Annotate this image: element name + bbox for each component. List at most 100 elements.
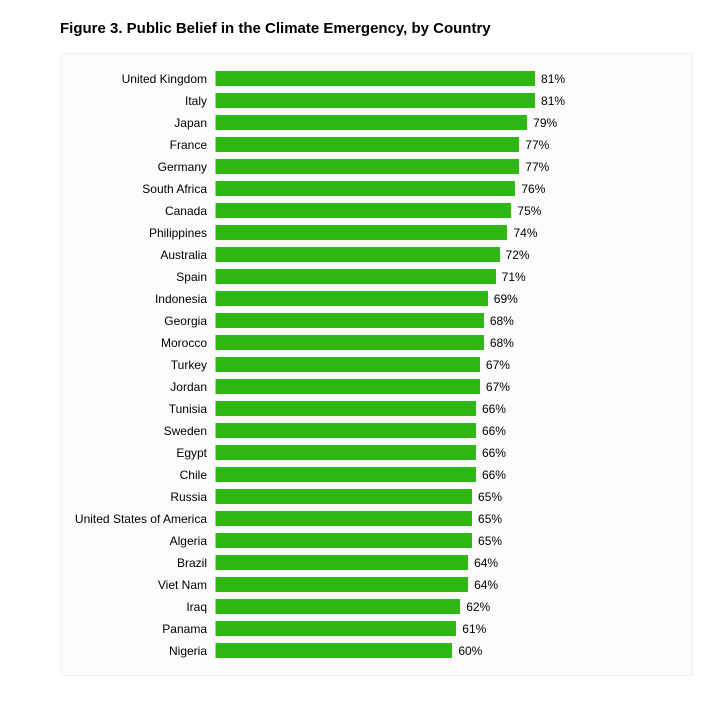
bar-track: 69% [215,291,674,306]
row-value: 75% [517,204,541,218]
chart-row: Sweden66% [71,420,674,441]
row-label: Canada [71,204,215,218]
bar: 81% [216,93,535,108]
row-value: 77% [525,138,549,152]
bar-track: 64% [215,555,674,570]
chart-row: United Kingdom81% [71,68,674,89]
chart-area: United Kingdom81%Italy81%Japan79%France7… [60,53,693,676]
bar-track: 79% [215,115,674,130]
row-value: 61% [462,622,486,636]
row-label: Georgia [71,314,215,328]
row-label: Russia [71,490,215,504]
row-value: 65% [478,512,502,526]
chart-row: Germany77% [71,156,674,177]
bar-track: 60% [215,643,674,658]
bar-track: 61% [215,621,674,636]
bar: 71% [216,269,496,284]
row-label: Turkey [71,358,215,372]
row-value: 77% [525,160,549,174]
bar-track: 72% [215,247,674,262]
row-label: United States of America [71,512,215,526]
bar: 69% [216,291,488,306]
bar: 72% [216,247,500,262]
bar: 66% [216,445,476,460]
row-label: Chile [71,468,215,482]
row-label: Italy [71,94,215,108]
row-label: Morocco [71,336,215,350]
bar-track: 65% [215,533,674,548]
chart-row: Philippines74% [71,222,674,243]
bar: 68% [216,335,484,350]
row-label: Japan [71,116,215,130]
row-value: 65% [478,534,502,548]
row-value: 66% [482,402,506,416]
row-label: Australia [71,248,215,262]
bar: 68% [216,313,484,328]
row-label: Panama [71,622,215,636]
row-value: 76% [521,182,545,196]
bar-track: 66% [215,445,674,460]
bar-track: 76% [215,181,674,196]
row-value: 79% [533,116,557,130]
bar-track: 65% [215,489,674,504]
bar: 64% [216,555,468,570]
row-value: 64% [474,556,498,570]
row-label: Sweden [71,424,215,438]
row-value: 60% [458,644,482,658]
chart-row: Australia72% [71,244,674,265]
bar-track: 74% [215,225,674,240]
bar: 77% [216,137,519,152]
row-label: France [71,138,215,152]
chart-row: Georgia68% [71,310,674,331]
bar: 60% [216,643,452,658]
bar-track: 68% [215,313,674,328]
chart-row: Iraq62% [71,596,674,617]
chart-row: Egypt66% [71,442,674,463]
chart-row: Spain71% [71,266,674,287]
bar: 76% [216,181,515,196]
chart-row: Algeria65% [71,530,674,551]
bar: 77% [216,159,519,174]
row-value: 71% [502,270,526,284]
row-value: 66% [482,424,506,438]
chart-row: Nigeria60% [71,640,674,661]
row-label: Philippines [71,226,215,240]
chart-row: Chile66% [71,464,674,485]
bar: 61% [216,621,456,636]
bar: 75% [216,203,511,218]
bar: 62% [216,599,460,614]
bar-track: 68% [215,335,674,350]
chart-row: Canada75% [71,200,674,221]
bar-track: 67% [215,379,674,394]
bar: 79% [216,115,527,130]
chart-row: Turkey 67% [71,354,674,375]
bar-track: 71% [215,269,674,284]
bar-track: 66% [215,467,674,482]
row-label: Egypt [71,446,215,460]
row-label: Iraq [71,600,215,614]
row-label: Indonesia [71,292,215,306]
bar: 67% [216,379,480,394]
chart-row: Tunisia66% [71,398,674,419]
chart-row: United States of America65% [71,508,674,529]
bar: 65% [216,511,472,526]
row-value: 69% [494,292,518,306]
bar-track: 65% [215,511,674,526]
row-value: 68% [490,314,514,328]
chart-row: Panama61% [71,618,674,639]
chart-row: Russia65% [71,486,674,507]
bar-track: 77% [215,159,674,174]
bar-track: 62% [215,599,674,614]
row-label: South Africa [71,182,215,196]
row-value: 64% [474,578,498,592]
chart-row: Morocco68% [71,332,674,353]
bar: 66% [216,423,476,438]
row-value: 67% [486,358,510,372]
bar-track: 67% [215,357,674,372]
row-value: 66% [482,446,506,460]
chart-row: Brazil64% [71,552,674,573]
bar-track: 77% [215,137,674,152]
row-label: Nigeria [71,644,215,658]
row-value: 62% [466,600,490,614]
row-label: Brazil [71,556,215,570]
